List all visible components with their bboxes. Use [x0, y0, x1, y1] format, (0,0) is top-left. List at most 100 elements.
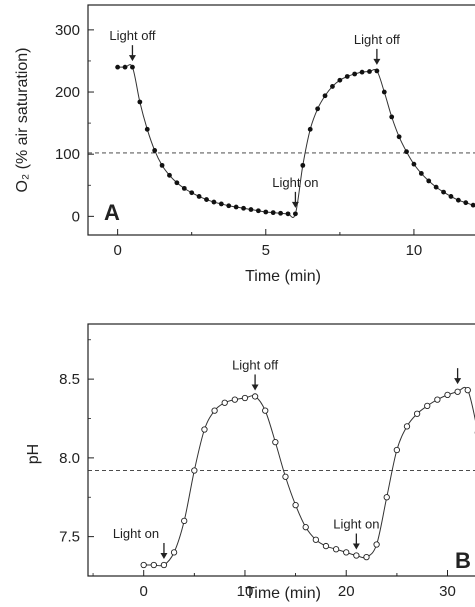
x-tick-label-a: 5 [262, 242, 270, 259]
x-axis-label-b: Time (min) [245, 585, 321, 602]
data-point-a [122, 64, 128, 70]
data-point-b [181, 517, 188, 525]
data-point-b [454, 388, 461, 395]
x-axis-ticks-a: 0 5 10 [113, 229, 422, 259]
data-point-a [285, 211, 291, 217]
x-tick-label-b: 20 [338, 583, 355, 600]
annotation-arrowhead-b [454, 378, 462, 385]
x-axis-label-a: Time (min) [245, 268, 321, 285]
data-point-b [272, 438, 279, 446]
series-curve-a [117, 64, 475, 218]
data-point-b [170, 549, 178, 556]
data-point-a [226, 203, 232, 209]
y-axis-label-b: pH [25, 444, 42, 464]
data-point-a [137, 99, 143, 105]
data-point-a [359, 69, 365, 75]
data-point-a [433, 184, 439, 190]
data-point-a [174, 180, 180, 186]
data-point-b [150, 561, 157, 569]
y-axis-ticks-a: 0 100 200 300 [55, 22, 94, 225]
data-point-a [330, 84, 335, 89]
data-point-a [263, 209, 269, 215]
data-point-a [278, 210, 283, 216]
data-point-a [211, 199, 217, 205]
annotation-label-b: Light off [232, 357, 278, 372]
data-point-a [352, 71, 358, 77]
y-tick-label-a: 200 [55, 84, 80, 101]
data-point-a [411, 161, 417, 167]
data-point-a [130, 64, 135, 70]
data-point-b [403, 423, 411, 430]
data-point-a [144, 126, 150, 132]
y-tick-label-b: 8.5 [59, 371, 80, 388]
annotation-arrowhead-b [251, 384, 259, 391]
data-point-a [344, 74, 350, 79]
data-point-a [196, 194, 202, 199]
data-point-a [204, 197, 209, 202]
data-points-a [115, 64, 475, 217]
data-point-a [218, 201, 224, 207]
data-point-b [353, 552, 360, 559]
data-point-b [383, 494, 390, 501]
series-curve-b [143, 386, 475, 567]
data-point-b [282, 473, 289, 480]
plot-frame-a [87, 4, 475, 236]
annotation-label-b: Light on [113, 526, 159, 541]
data-point-a [455, 197, 461, 203]
data-point-b [434, 396, 441, 403]
data-point-b [393, 446, 401, 454]
data-point-a [255, 208, 261, 214]
data-point-a [233, 204, 239, 210]
x-axis-ticks-b: 0 10 20 30 [92, 570, 456, 600]
data-point-b [373, 541, 380, 548]
data-point-b [444, 391, 451, 399]
data-point-b [262, 407, 269, 414]
data-point-a [418, 171, 424, 176]
annotation-label-a: Light off [109, 28, 155, 43]
data-points-b [140, 386, 475, 569]
data-point-a [448, 194, 454, 199]
x-tick-label-b: 0 [140, 583, 148, 600]
data-point-a [396, 134, 402, 140]
data-point-a [441, 189, 446, 195]
data-point-b [191, 467, 198, 474]
data-point-a [337, 77, 343, 83]
x-tick-label-b: 30 [439, 583, 456, 600]
data-point-b [211, 407, 218, 414]
data-point-b [464, 386, 471, 394]
data-point-a [463, 200, 469, 206]
data-point-a [241, 205, 246, 211]
y-axis-ticks-b: 7.5 8.0 8.5 [59, 339, 94, 546]
data-point-b [302, 524, 309, 531]
data-point-b [251, 393, 259, 400]
data-point-a [389, 114, 395, 120]
data-point-b [140, 561, 147, 569]
data-point-a [248, 207, 254, 212]
panel-letter-b: B [455, 548, 471, 573]
panel-letter-a: A [104, 200, 120, 225]
annotations-a: Light off Light on Light off [109, 28, 400, 208]
annotation-label-b: Light on [333, 517, 379, 532]
data-point-a [322, 93, 328, 99]
x-tick-label-b: 10 [237, 583, 254, 600]
x-tick-label-a: 10 [406, 242, 423, 259]
data-point-a [300, 162, 306, 168]
data-point-b [231, 396, 238, 403]
x-tick-label-a: 0 [113, 242, 121, 259]
y-tick-label-b: 8.0 [59, 450, 80, 467]
series-line-a [117, 64, 475, 218]
data-point-a [315, 106, 321, 112]
data-point-a [367, 69, 372, 74]
data-point-a [307, 126, 313, 132]
data-point-b [424, 402, 431, 410]
data-point-b [312, 536, 319, 543]
data-point-a [404, 149, 409, 155]
data-point-a [167, 172, 172, 178]
data-point-b [332, 546, 340, 553]
y-axis-label-a: O₂ (% air saturation) [14, 48, 31, 193]
annotation-label-a: Light off [354, 32, 400, 47]
data-point-b [322, 542, 330, 550]
data-point-a [152, 148, 158, 153]
